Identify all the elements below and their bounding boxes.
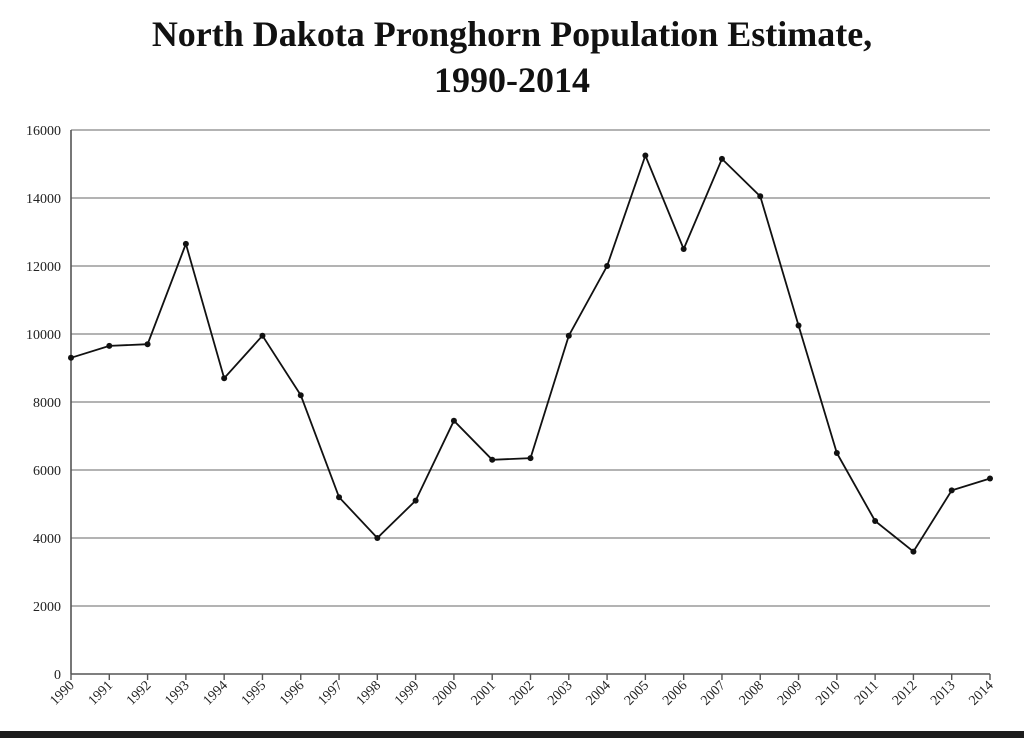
x-tick-label: 1995 [239, 678, 269, 708]
data-point [106, 342, 113, 349]
data-point [182, 240, 189, 247]
x-tick-label: 1990 [47, 678, 77, 708]
data-point [604, 263, 611, 269]
data-point [718, 155, 725, 162]
data-point [565, 332, 572, 339]
data-point [221, 375, 228, 382]
data-point [872, 518, 879, 524]
y-tick-label: 16000 [26, 124, 61, 139]
data-point [297, 392, 304, 399]
data-point [259, 332, 266, 339]
x-tick-label: 2010 [813, 678, 843, 708]
data-point [987, 475, 993, 482]
y-tick-label: 14000 [26, 192, 61, 207]
y-tick-label: 6000 [33, 464, 61, 479]
x-tick-label: 2012 [890, 678, 920, 708]
x-tick-label: 2011 [852, 678, 882, 708]
x-tick-label: 2000 [430, 678, 460, 708]
data-point [948, 487, 955, 494]
x-tick-label: 1992 [124, 678, 154, 708]
y-tick-label: 0 [54, 668, 61, 683]
x-tick-label: 2014 [966, 678, 996, 708]
data-point [68, 354, 74, 361]
data-point [910, 548, 917, 555]
data-point [450, 417, 457, 424]
x-tick-label: 2006 [660, 678, 690, 708]
data-point [795, 322, 802, 329]
data-point [144, 341, 151, 348]
bottom-border [0, 731, 1024, 738]
data-point [489, 456, 496, 463]
data-point [833, 450, 840, 456]
x-tick-label: 2009 [775, 678, 805, 708]
x-tick-label: 2004 [584, 678, 614, 708]
y-tick-label: 12000 [26, 260, 61, 275]
data-point [680, 246, 687, 252]
x-tick-label: 2007 [698, 678, 728, 708]
x-tick-label: 1998 [354, 678, 384, 708]
data-point [374, 535, 381, 541]
x-tick-label: 1999 [392, 678, 422, 708]
y-tick-label: 2000 [33, 600, 61, 615]
series-line [70, 152, 991, 553]
x-tick-label: 1996 [277, 678, 307, 708]
data-point [642, 152, 649, 159]
x-tick-label: 2008 [737, 678, 767, 708]
x-tick-label: 1994 [201, 678, 231, 708]
y-tick-label: 4000 [33, 532, 61, 547]
x-tick-label: 2001 [469, 678, 499, 708]
y-tick-label: 8000 [33, 396, 61, 411]
x-tick-label: 1993 [162, 678, 192, 708]
x-tick-label: 1991 [86, 678, 116, 708]
data-point [757, 193, 764, 200]
data-point [336, 494, 343, 501]
data-point [412, 497, 419, 504]
y-tick-label: 10000 [26, 328, 61, 343]
chart-title-line-2: 1990-2014 [434, 60, 590, 100]
x-tick-label: 2013 [928, 678, 958, 708]
chart-title-line-1: North Dakota Pronghorn Population Estima… [151, 14, 873, 54]
x-tick-label: 2003 [545, 678, 575, 708]
x-tick-label: 2005 [622, 678, 652, 708]
x-tick-label: 1997 [315, 678, 345, 708]
data-point [527, 455, 534, 462]
x-tick-label: 2002 [507, 678, 537, 708]
